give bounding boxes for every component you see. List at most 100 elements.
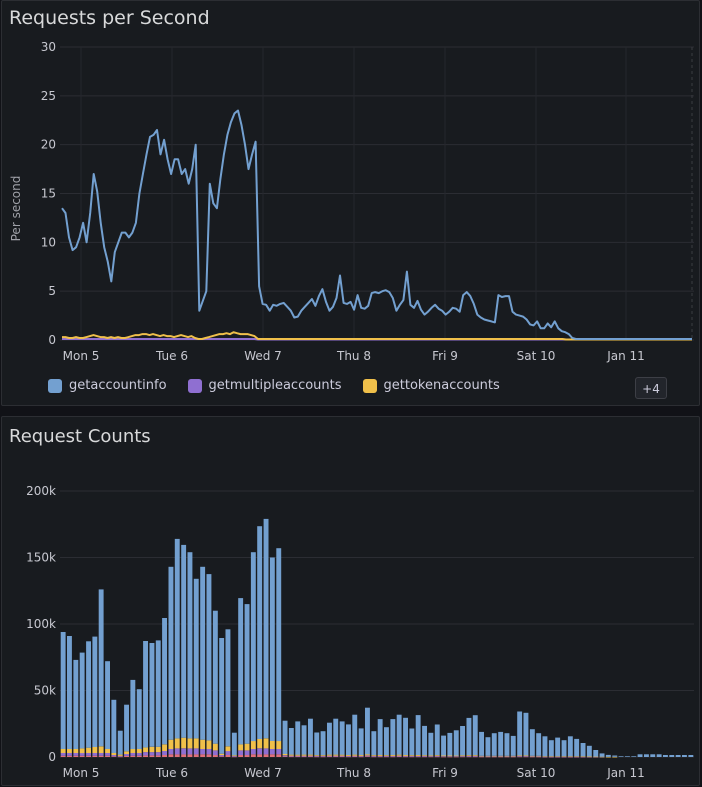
bar-getmultipleaccounts [314, 755, 320, 757]
bar-gettokenaccounts [517, 755, 523, 757]
bar-gettokenaccounts [536, 755, 542, 757]
bar-gettokenaccounts [295, 754, 301, 756]
bar-getaccountinfo [225, 629, 231, 747]
bar-gettokenaccounts [403, 755, 408, 756]
bar-gettokenaccounts [504, 755, 510, 757]
bar-getaccountinfo [371, 731, 377, 756]
bar-getaccountinfo [593, 750, 599, 757]
bar-getmultipleaccounts [422, 755, 427, 757]
legend-more-button[interactable]: +4 [635, 377, 667, 399]
legend-swatch [187, 378, 202, 393]
panel-title[interactable]: Requests per Second [9, 7, 210, 29]
bar-getmultipleaccounts [453, 756, 459, 757]
bar-getmultipleaccounts [282, 755, 288, 757]
bar-other [111, 756, 117, 757]
x-tick-label: Fri 9 [432, 349, 458, 363]
bar-other [295, 756, 301, 758]
bar-other [320, 756, 326, 758]
bar-other [314, 756, 320, 758]
bar-getmultipleaccounts [536, 756, 542, 757]
bar-other [403, 756, 408, 758]
x-tick-label: Mon 5 [63, 349, 100, 363]
bar-getaccountinfo [574, 738, 580, 757]
bar-other [92, 755, 98, 757]
y-tick-label: 15 [41, 187, 56, 201]
bar-getmultipleaccounts [561, 756, 567, 758]
bar-other [371, 756, 377, 758]
bar-gettokenaccounts [269, 741, 275, 749]
bar-other [86, 755, 91, 757]
bar-getaccountinfo [682, 755, 687, 757]
bar-gettokenaccounts [67, 749, 72, 753]
bar-gettokenaccounts [117, 754, 123, 756]
bar-other [358, 756, 364, 758]
bar-getmultipleaccounts [365, 755, 370, 757]
bar-gettokenaccounts [314, 755, 320, 756]
bar-getmultipleaccounts [523, 756, 529, 757]
bar-gettokenaccounts [352, 754, 358, 756]
x-tick-label: Sat 10 [517, 766, 556, 780]
bar-getaccountinfo [301, 725, 307, 755]
bar-gettokenaccounts [555, 756, 561, 757]
legend-item-gettokenaccounts[interactable]: gettokenaccounts [362, 378, 500, 393]
bar-getmultipleaccounts [98, 753, 104, 756]
bar-gettokenaccounts [288, 754, 294, 756]
bar-getaccountinfo [561, 740, 567, 757]
bar-other [269, 754, 275, 757]
bar-getaccountinfo [580, 743, 586, 757]
legend-label: gettokenaccounts [383, 378, 500, 393]
bar-gettokenaccounts [79, 748, 85, 754]
bar-getaccountinfo [320, 731, 326, 756]
bar-gettokenaccounts [441, 755, 446, 757]
panel-title[interactable]: Request Counts [9, 426, 151, 447]
bar-getmultipleaccounts [542, 756, 548, 758]
bar-getaccountinfo [688, 755, 694, 757]
bar-other [136, 755, 142, 757]
bar-other [415, 756, 421, 758]
bar-getmultipleaccounts [193, 748, 199, 755]
bar-getmultipleaccounts [111, 755, 117, 757]
bar-getmultipleaccounts [517, 756, 523, 757]
bar-gettokenaccounts [162, 744, 167, 751]
bar-getmultipleaccounts [498, 756, 504, 757]
x-tick-label: Jan 11 [606, 349, 645, 363]
bar-gettokenaccounts [466, 755, 472, 756]
bar-getmultipleaccounts [548, 756, 554, 758]
bar-gettokenaccounts [542, 756, 548, 757]
bar-getaccountinfo [193, 578, 199, 739]
bar-gettokenaccounts [181, 737, 187, 749]
bar-getmultipleaccounts [105, 753, 110, 756]
bar-other [282, 756, 288, 757]
bar-other [422, 756, 427, 758]
bar-getaccountinfo [111, 699, 117, 753]
bar-getaccountinfo [650, 754, 656, 757]
bar-other [377, 756, 383, 758]
bar-getmultipleaccounts [510, 756, 516, 757]
bar-getaccountinfo [276, 548, 282, 742]
legend-item-getmultipleaccounts[interactable]: getmultipleaccounts [187, 378, 342, 393]
bar-gettokenaccounts [98, 746, 104, 753]
bar-getmultipleaccounts [149, 752, 155, 756]
x-tick-label: Jan 11 [606, 766, 645, 780]
bar-gettokenaccounts [510, 755, 516, 757]
bar-other [447, 756, 453, 758]
bar-getaccountinfo [644, 754, 649, 757]
bar-gettokenaccounts [244, 743, 250, 751]
bar-other [250, 754, 256, 757]
bar-getmultipleaccounts [257, 748, 263, 755]
bar-gettokenaccounts [415, 755, 421, 756]
bar-getaccountinfo [441, 735, 446, 756]
legend-label: getmultipleaccounts [208, 378, 342, 393]
bar-getaccountinfo [428, 732, 434, 756]
bar-other [352, 756, 358, 758]
request-counts-panel: Request Counts 0 50k 100k 150k 200k Mon 5 Tue … [1, 416, 700, 786]
bar-other [327, 756, 332, 758]
bar-gettokenaccounts [339, 754, 345, 756]
bar-gettokenaccounts [257, 739, 263, 749]
bar-other [193, 754, 199, 757]
bar-other [187, 754, 193, 757]
bar-gettokenaccounts [105, 749, 110, 753]
legend-item-getaccountinfo[interactable]: getaccountinfo [48, 378, 167, 393]
bar-gettokenaccounts [498, 755, 504, 757]
bar-gettokenaccounts [60, 749, 66, 753]
